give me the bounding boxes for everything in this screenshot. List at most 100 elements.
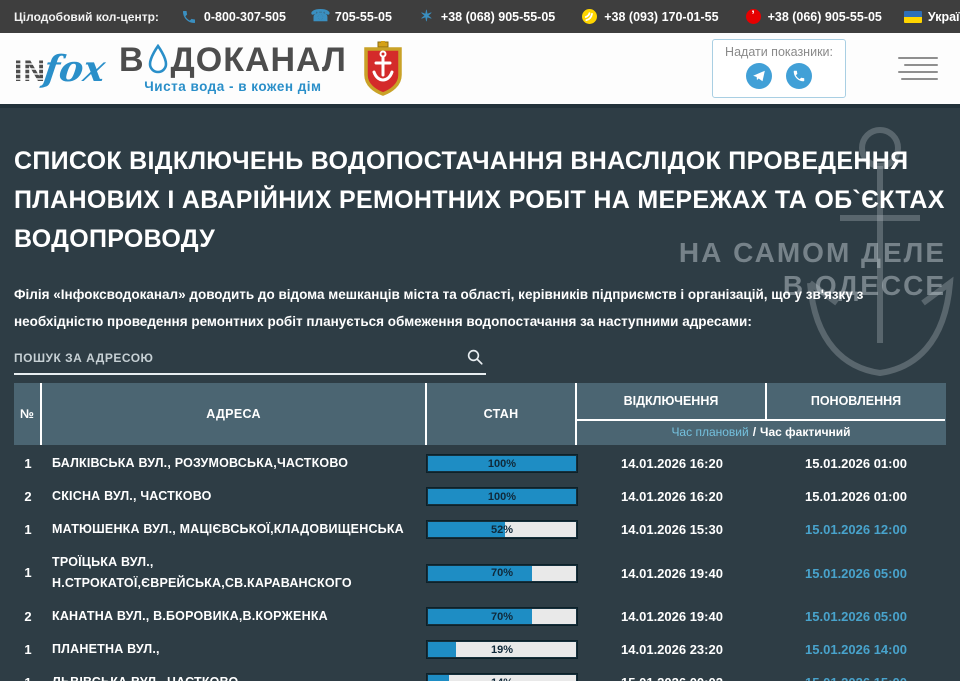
outage-table-body: 1 БАЛКІВСЬКА ВУЛ., РОЗУМОВСЬКА,ЧАСТКОВО …	[14, 447, 946, 681]
progress-fill	[428, 456, 576, 471]
col-header-restore: ПОНОВЛЕННЯ	[810, 394, 902, 408]
page-description: Філія «Інфоксводоканал» доводить до відо…	[14, 287, 864, 329]
progress-fill	[428, 609, 532, 624]
row-state: 19%	[427, 641, 577, 658]
row-shutoff-time: 14.01.2026 19:40	[621, 565, 723, 581]
phone-vodafone[interactable]: ’ +38 (066) 905-55-05	[745, 8, 882, 25]
col-header-state: СТАН	[427, 383, 577, 445]
row-address: БАЛКІВСЬКА ВУЛ., РОЗУМОВСЬКА,ЧАСТКОВО	[52, 456, 349, 470]
row-restore-time: 15.01.2026 05:00	[805, 565, 907, 581]
row-state: 70%	[427, 564, 577, 582]
main-content: НА САМОМ ДЕЛЕ В ОДЕССЕ СПИСОК ВІДКЛЮЧЕНЬ…	[0, 108, 960, 681]
hamburger-menu-icon[interactable]	[894, 53, 942, 84]
row-number: 1	[24, 455, 32, 471]
row-number: 2	[24, 488, 32, 504]
row-shutoff-time: 15.01.2026 00:02	[577, 675, 767, 681]
kyivstar-icon: ✶	[420, 8, 433, 25]
progress-label: 70%	[490, 567, 514, 579]
page-title: СПИСОК ВІДКЛЮЧЕНЬ ВОДОПОСТАЧАННЯ ВНАСЛІД…	[14, 147, 945, 253]
phone-lifecell[interactable]: +38 (093) 170-01-55	[581, 8, 719, 25]
top-contact-bar: Цілодобовий кол-центр: 0-800-307-505 ☎ 7…	[0, 0, 960, 33]
handset-icon	[181, 8, 198, 25]
vodafone-icon: ’	[745, 8, 762, 25]
actual-time-label: Час фактичний	[760, 425, 851, 439]
row-restore-time: 15.01.2026 05:00	[805, 609, 907, 624]
lifecell-icon	[581, 8, 598, 25]
progress-fill	[428, 489, 576, 504]
row-restore-time: 15.01.2026 01:00	[805, 489, 907, 504]
lang-label: Українська|	[927, 9, 960, 24]
table-row: 1 МАТЮШЕНКА ВУЛ., МАЦІЄВСЬКОЇ,КЛАДОВИЩЕН…	[14, 513, 946, 546]
col-header-number: №	[14, 383, 42, 445]
row-state: 100%	[427, 488, 577, 505]
wordmark-end: ДОКАНАЛ	[170, 41, 347, 79]
phone-number: 705-55-05	[334, 9, 392, 24]
viber-icon[interactable]	[786, 63, 813, 89]
progress-fill	[428, 642, 457, 657]
row-shutoff-time: 14.01.2026 16:20	[621, 489, 723, 504]
ua-flag-icon	[903, 10, 922, 23]
logo-in-text: IN	[14, 54, 46, 88]
language-switcher: Українська| English	[903, 9, 960, 24]
progress-label: 52%	[490, 523, 514, 536]
col-header-dates: ВІДКЛЮЧЕННЯ ПОНОВЛЕННЯ Час плановий / Ча…	[577, 383, 945, 445]
table-row: 2 КАНАТНА ВУЛ., В.БОРОВИКА,В.КОРЖЕНКА 70…	[14, 600, 946, 633]
row-shutoff-time: 14.01.2026 15:30	[621, 522, 723, 537]
progress-bar: 70%	[427, 608, 577, 625]
infox-vodokanal-logo[interactable]: IN fox В ДОКАНАЛ Чиста вода - в кожен ді…	[14, 43, 347, 94]
row-restore-time: 15.01.2026 14:00	[805, 642, 907, 657]
search-icon[interactable]	[466, 348, 484, 369]
logo-tagline: Чиста вода - в кожен дім	[144, 79, 322, 94]
wordmark-start: В	[118, 41, 145, 79]
row-shutoff-time: 14.01.2026 23:20	[621, 642, 723, 657]
phone-list: 0-800-307-505 ☎ 705-55-05 ✶ +38 (068) 90…	[181, 8, 882, 25]
lang-ukrainian[interactable]: Українська|	[903, 9, 960, 24]
submit-readings-label: Надати показники:	[725, 45, 833, 59]
address-search	[14, 343, 486, 375]
phone-hotline[interactable]: 0-800-307-505	[181, 8, 286, 25]
row-state: 14%	[427, 674, 577, 681]
progress-label: 19%	[490, 643, 514, 656]
site-header: IN fox В ДОКАНАЛ Чиста вода - в кожен ді…	[0, 33, 960, 108]
row-number: 1	[24, 641, 32, 657]
phone-number: +38 (068) 905-55-05	[440, 9, 556, 24]
progress-bar: 70%	[427, 564, 577, 582]
row-address: ТРОЇЦЬКА ВУЛ., Н.СТРОКАТОЇ,ЄВРЕЙСЬКА,СВ.…	[52, 555, 352, 590]
table-row: 1 ЛЬВІВСЬКА ВУЛ., ЧАСТКОВО 14% 15.01.202…	[14, 666, 946, 681]
logo-fox-text: fox	[41, 47, 108, 90]
header-right: Надати показники:	[712, 39, 942, 98]
table-row: 1 ТРОЇЦЬКА ВУЛ., Н.СТРОКАТОЇ,ЄВРЕЙСЬКА,С…	[14, 546, 946, 600]
table-row: 1 ПЛАНЕТНА ВУЛ., 19% 14.01.2026 23:20 15…	[14, 633, 946, 666]
progress-bar: 52%	[427, 521, 577, 538]
progress-bar: 19%	[427, 641, 577, 658]
progress-label: 70%	[490, 610, 514, 623]
planned-time-label: Час плановий	[671, 425, 749, 439]
phone-number: +38 (066) 905-55-05	[767, 9, 882, 24]
row-shutoff-time: 14.01.2026 16:20	[621, 456, 723, 471]
progress-label: 100%	[487, 490, 517, 503]
row-shutoff-time: 14.01.2026 19:40	[621, 609, 723, 624]
row-address: МАТЮШЕНКА ВУЛ., МАЦІЄВСЬКОЇ,КЛАДОВИЩЕНСЬ…	[52, 522, 404, 536]
vodokanal-wordmark: В ДОКАНАЛ Чиста вода - в кожен дім	[119, 43, 347, 94]
infox-logo: IN fox	[14, 47, 108, 90]
progress-bar: 100%	[427, 488, 577, 505]
table-row: 2 СКІСНА ВУЛ., ЧАСТКОВО 100% 14.01.2026 …	[14, 480, 946, 513]
row-address: ЛЬВІВСЬКА ВУЛ., ЧАСТКОВО	[42, 672, 427, 681]
row-number: 2	[24, 608, 32, 624]
search-input[interactable]	[14, 343, 456, 373]
odessa-coat-of-arms	[364, 40, 402, 96]
row-number: 1	[14, 674, 42, 681]
telegram-icon[interactable]	[746, 63, 773, 89]
phone-number: +38 (093) 170-01-55	[604, 9, 719, 24]
phone-city[interactable]: ☎ 705-55-05	[310, 8, 392, 25]
row-number: 1	[24, 565, 32, 580]
col-header-address: АДРЕСА	[42, 383, 427, 445]
progress-bar: 100%	[427, 455, 577, 472]
col-header-shutoff: ВІДКЛЮЧЕННЯ	[577, 383, 767, 419]
progress-fill	[428, 522, 505, 537]
water-drop-icon	[148, 44, 167, 74]
phone-kyivstar[interactable]: ✶ +38 (068) 905-55-05	[418, 8, 555, 25]
row-state: 70%	[427, 608, 577, 625]
outage-table-header: № АДРЕСА СТАН ВІДКЛЮЧЕННЯ ПОНОВЛЕННЯ Час…	[14, 383, 946, 445]
progress-bar: 14%	[427, 674, 577, 681]
